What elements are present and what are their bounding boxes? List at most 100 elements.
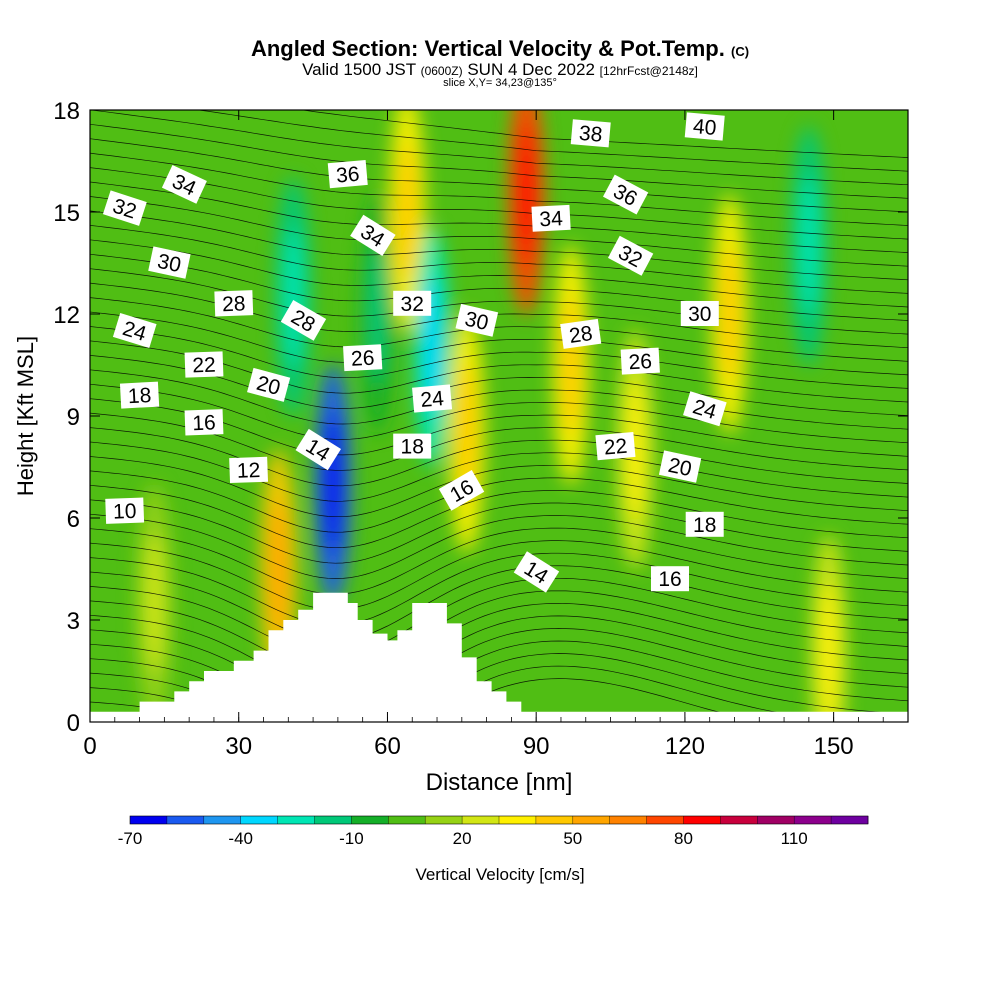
theta-label-box bbox=[455, 303, 499, 337]
theta-label: 12 bbox=[229, 456, 269, 484]
theta-contour-line bbox=[90, 239, 908, 308]
theta-label: 30 bbox=[680, 301, 719, 326]
theta-label: 18 bbox=[685, 511, 724, 537]
colorbar-tick-label: 20 bbox=[453, 829, 472, 848]
theta-label-text: 22 bbox=[603, 435, 628, 460]
theta-contour-line bbox=[90, 326, 908, 389]
theta-label-box bbox=[148, 246, 191, 279]
theta-label-box bbox=[393, 433, 432, 459]
theta-label-box bbox=[184, 409, 224, 436]
theta-contour-line bbox=[90, 499, 908, 564]
theta-label: 22 bbox=[595, 431, 636, 461]
colorbar-segment bbox=[425, 816, 463, 824]
theta-label-text: 26 bbox=[628, 350, 653, 374]
theta-contour-line bbox=[90, 167, 908, 240]
colorbar-tick-label: -40 bbox=[228, 829, 253, 848]
theta-label: 26 bbox=[620, 347, 660, 375]
theta-label-box bbox=[161, 164, 207, 204]
theta-contour-line bbox=[90, 196, 908, 267]
y-tick-label: 6 bbox=[67, 506, 80, 533]
colorbar-segment bbox=[388, 816, 426, 824]
theta-contour-line bbox=[90, 602, 908, 688]
colorbar-segment bbox=[499, 816, 537, 824]
theta-label-box bbox=[651, 566, 689, 592]
colorbar-tick-label: -10 bbox=[339, 829, 364, 848]
theta-label-box bbox=[595, 431, 636, 461]
theta-label: 38 bbox=[570, 119, 611, 148]
velocity-core bbox=[269, 499, 288, 639]
theta-label: 22 bbox=[184, 351, 224, 378]
theta-label-box bbox=[105, 497, 145, 524]
theta-label-box bbox=[684, 112, 725, 141]
theta-label-box bbox=[119, 381, 160, 409]
theta-label: 16 bbox=[651, 566, 689, 592]
theta-label: 20 bbox=[658, 450, 702, 483]
theta-contour-line bbox=[90, 470, 908, 533]
theta-label-text: 30 bbox=[688, 303, 711, 326]
theta-contour-line bbox=[90, 297, 908, 362]
theta-label-box bbox=[531, 204, 571, 232]
chart-slice-info: slice X,Y= 34,23@135° bbox=[443, 77, 557, 89]
theta-contour-line bbox=[90, 540, 908, 610]
velocity-core bbox=[398, 142, 417, 282]
theta-label: 34 bbox=[531, 204, 571, 232]
theta-contour-line bbox=[90, 577, 908, 657]
theta-contour-line bbox=[90, 590, 908, 672]
theta-label: 26 bbox=[343, 344, 383, 372]
theta-contour-line bbox=[90, 383, 908, 444]
theta-label-text: 36 bbox=[335, 163, 360, 188]
theta-label-text: 18 bbox=[693, 514, 716, 537]
theta-label-box bbox=[184, 351, 224, 378]
theta-contour-line bbox=[90, 678, 761, 722]
theta-contour-line bbox=[90, 152, 908, 226]
theta-contour-line bbox=[90, 565, 908, 641]
colorbar-segment bbox=[831, 816, 869, 824]
velocity-background bbox=[90, 110, 908, 722]
theta-label-box bbox=[343, 344, 383, 372]
theta-label: 30 bbox=[455, 303, 499, 337]
theta-contour-line bbox=[90, 552, 908, 626]
theta-contour-line bbox=[90, 110, 908, 186]
colorbar-segment bbox=[720, 816, 758, 824]
theta-label-text: 28 bbox=[222, 292, 246, 316]
colorbar-label: Vertical Velocity [cm/s] bbox=[415, 865, 584, 884]
theta-label: 30 bbox=[148, 246, 191, 279]
colorbar-segment bbox=[794, 816, 832, 824]
theta-label-box bbox=[412, 384, 453, 413]
velocity-core bbox=[145, 533, 164, 673]
colorbar-segment bbox=[277, 816, 315, 824]
theta-label-text: 22 bbox=[192, 354, 216, 378]
theta-contour-line bbox=[90, 456, 908, 518]
colorbar-segment bbox=[757, 816, 795, 824]
theta-label-box bbox=[620, 347, 660, 375]
theta-label-text: 34 bbox=[539, 207, 564, 231]
theta-label-box bbox=[602, 174, 649, 215]
theta-label-text: 16 bbox=[192, 411, 216, 435]
theta-label-box bbox=[680, 301, 719, 326]
chart-valid-time: Valid 1500 JST (0600Z) SUN 4 Dec 2022 [1… bbox=[302, 60, 698, 79]
theta-label-box bbox=[350, 214, 396, 257]
theta-label-text: 38 bbox=[578, 122, 603, 147]
theta-label-box bbox=[683, 391, 727, 427]
velocity-core bbox=[517, 125, 536, 265]
theta-label-text: 30 bbox=[155, 250, 183, 277]
colorbar-tick-label: -70 bbox=[118, 829, 143, 848]
colorbar-segment bbox=[314, 816, 352, 824]
theta-contour-line bbox=[90, 123, 908, 199]
x-axis-label: Distance [nm] bbox=[426, 769, 573, 796]
velocity-core bbox=[720, 244, 739, 384]
theta-label-text: 24 bbox=[420, 387, 446, 412]
theta-label: 10 bbox=[105, 497, 145, 524]
x-tick-label: 150 bbox=[814, 733, 854, 760]
theta-label-box bbox=[438, 470, 485, 511]
theta-label-box bbox=[513, 551, 560, 593]
theta-label-box bbox=[247, 367, 291, 402]
theta-label-box bbox=[658, 450, 702, 483]
colorbar-segment bbox=[240, 816, 278, 824]
y-tick-label: 12 bbox=[53, 302, 80, 329]
theta-label-text: 16 bbox=[658, 568, 681, 591]
x-tick-label: 30 bbox=[225, 733, 252, 760]
